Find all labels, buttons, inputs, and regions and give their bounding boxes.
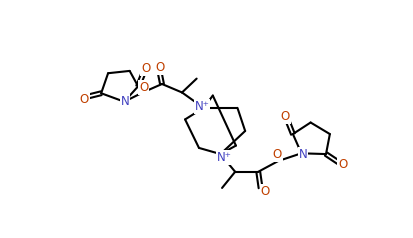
Text: N: N	[299, 148, 307, 161]
Text: O: O	[80, 93, 89, 106]
Text: N⁺: N⁺	[217, 151, 232, 164]
Text: O: O	[338, 158, 348, 171]
Text: O: O	[280, 110, 290, 123]
Text: N: N	[121, 95, 129, 108]
Text: O: O	[156, 61, 165, 74]
Text: O: O	[141, 62, 150, 75]
Text: O: O	[273, 148, 282, 161]
Text: O: O	[139, 81, 148, 94]
Text: O: O	[261, 185, 270, 198]
Text: N⁺: N⁺	[195, 100, 209, 113]
